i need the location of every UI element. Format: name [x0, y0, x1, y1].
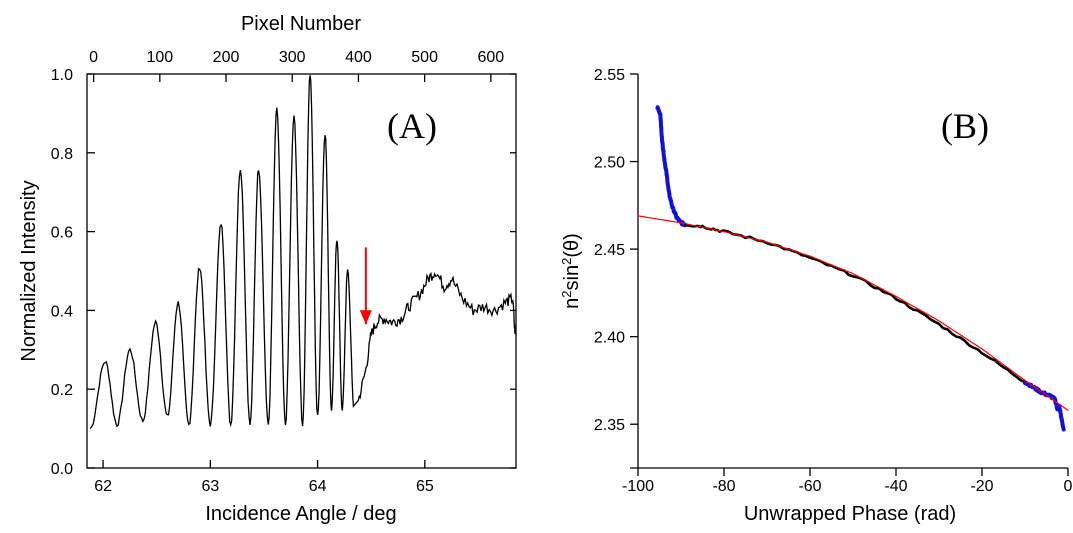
panel-a-top-axis-title: Pixel Number	[241, 13, 361, 35]
panel-a-y-tick-label: 0.4	[51, 303, 73, 320]
panel-b-y-tick-label: 2.35	[594, 417, 625, 434]
panel-a-x-tick-label: 62	[94, 478, 112, 495]
panel-a-y-tick-label: 1.0	[51, 67, 73, 84]
panel-b-black-data-series	[684, 223, 1027, 384]
panel-b-plot-area	[637, 105, 1069, 432]
panel-a-y-tick-label: 0.0	[51, 461, 73, 478]
panel-a-y-tick-label: 0.2	[51, 382, 73, 399]
panel-a-top-tick-label: 200	[213, 49, 240, 66]
panel-a-x-axis-title: Incidence Angle / deg	[205, 503, 396, 525]
panel-a-top-tick-label: 400	[345, 49, 372, 66]
panel-a-label: (A)	[387, 106, 437, 146]
panel-b-x-tick-label: -60	[798, 478, 821, 495]
panel-a-top-tick-label: 300	[279, 49, 306, 66]
panel-a-y-ticks: 0.0 0.2 0.4 0.6 0.8 1.0	[51, 67, 516, 478]
panel-b-x-tick-label: 0	[1064, 478, 1073, 495]
panel-a-y-tick-label: 0.8	[51, 146, 73, 163]
panel-a-y-axis-title: Normalized Intensity	[18, 180, 40, 361]
panel-a-top-x-ticks: 0 100 200 300 400 500 600	[89, 49, 504, 82]
panel-b-y-tick-label: 2.55	[594, 67, 625, 84]
panel-a-intensity-line	[89, 75, 516, 430]
panel-b-blue-end-series	[1023, 381, 1066, 432]
panel-b-y-ticks: 2.35 2.40 2.45 2.50 2.55	[594, 67, 638, 434]
panel-b-y-tick-label: 2.50	[594, 155, 625, 172]
panel-b-y-tick-label: 2.40	[594, 330, 625, 347]
panel-a-x-tick-label: 65	[416, 478, 434, 495]
panel-b-y-axis-title: n2sin2(θ)	[559, 233, 583, 309]
panel-b-chart: -100 -80 -60 -40 -20 0 2.35 2.40 2.45 2.50 2.55 U…	[559, 67, 1073, 525]
panel-b-x-tick-label: -100	[622, 478, 654, 495]
panel-b-x-tick-label: -80	[712, 478, 735, 495]
panel-a-top-tick-label: 500	[411, 49, 438, 66]
panel-b-label: (B)	[941, 106, 989, 146]
panel-b-x-axis-title: Unwrapped Phase (rad)	[744, 503, 956, 525]
panel-b-blue-start-series	[655, 105, 688, 228]
panel-a-top-tick-label: 600	[477, 49, 504, 66]
panel-b-y-tick-label: 2.45	[594, 242, 625, 259]
panel-b-x-tick-label: -20	[970, 478, 993, 495]
panel-b-x-tick-label: -40	[884, 478, 907, 495]
panel-a-chart: 62 63 64 65 0.0 0.2 0.4 0.6 0.8 1.0 0 100 200 300 40…	[18, 13, 517, 525]
panel-a-x-tick-label: 64	[309, 478, 327, 495]
panel-a-arrow-head	[359, 310, 372, 325]
panel-a-plot-area	[89, 75, 516, 430]
panel-a-frame	[86, 73, 517, 469]
panel-b-x-ticks: -100 -80 -60 -40 -20 0	[622, 468, 1073, 495]
panel-a-x-tick-label: 63	[201, 478, 219, 495]
panel-a-top-tick-label: 100	[146, 49, 173, 66]
panel-a-x-ticks: 62 63 64 65	[94, 460, 434, 495]
panel-b-red-fit-line	[637, 215, 1069, 411]
panel-a-top-tick-label: 0	[89, 49, 98, 66]
panel-a-y-tick-label: 0.6	[51, 225, 73, 242]
